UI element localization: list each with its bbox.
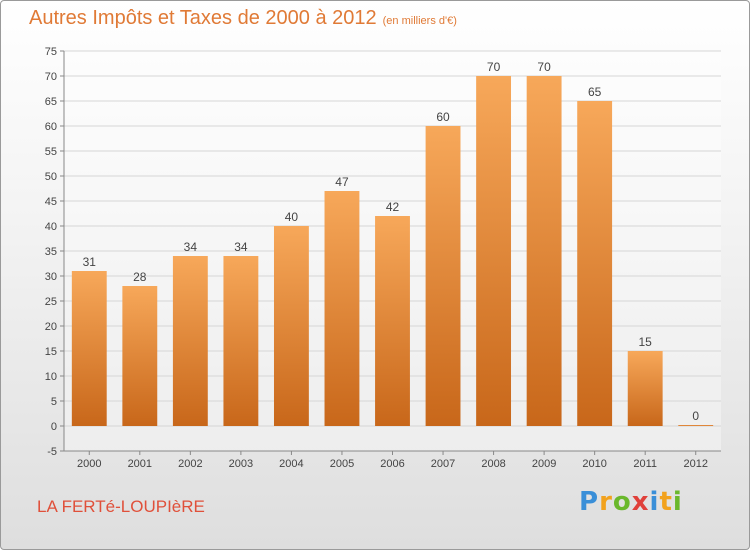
data-label: 28 [133, 270, 147, 284]
bar [122, 286, 158, 426]
y-tick-label: 40 [45, 221, 57, 233]
data-label: 60 [436, 110, 450, 124]
logo-letter: i [649, 487, 660, 517]
chart-title: Autres Impôts et Taxes de 2000 à 2012 (en… [29, 7, 457, 30]
bar [273, 226, 309, 426]
y-tick-label: 45 [45, 196, 57, 208]
y-tick-label: 5 [51, 396, 57, 408]
y-tick-label: 75 [45, 46, 57, 58]
bar [577, 101, 613, 426]
proxiti-logo: Proxiti [579, 487, 683, 517]
x-tick-label: 2008 [481, 458, 505, 470]
data-label: 70 [487, 60, 501, 74]
y-tick-label: 70 [45, 71, 57, 83]
y-tick-label: 50 [45, 171, 57, 183]
logo-letter: i [672, 487, 683, 517]
logo-letter: P [579, 487, 600, 517]
y-tick-label: 15 [45, 346, 57, 358]
y-tick-label: 20 [45, 321, 57, 333]
bar [476, 76, 512, 426]
data-label: 40 [285, 210, 299, 224]
y-tick-label: 10 [45, 371, 57, 383]
x-tick-label: 2011 [633, 458, 657, 470]
x-tick-label: 2000 [77, 458, 101, 470]
x-tick-label: 2006 [380, 458, 404, 470]
y-tick-label: 60 [45, 121, 57, 133]
data-label: 65 [588, 85, 602, 99]
x-tick-label: 2001 [128, 458, 152, 470]
y-tick-label: 0 [51, 421, 57, 433]
y-tick-label: 35 [45, 246, 57, 258]
bar [223, 256, 259, 426]
x-tick-label: 2005 [330, 458, 354, 470]
logo-letter: o [612, 487, 632, 517]
y-tick-label: 65 [45, 96, 57, 108]
data-label: 31 [83, 255, 97, 269]
y-tick-label: 25 [45, 296, 57, 308]
data-label: 42 [386, 200, 400, 214]
y-tick-label: 55 [45, 146, 57, 158]
bar [172, 256, 208, 426]
y-tick-label: -5 [47, 446, 57, 458]
logo-letter: t [659, 487, 673, 517]
data-label: 70 [537, 60, 551, 74]
commune-name: LA FERTé-LOUPIèRE [37, 497, 205, 516]
bar [526, 76, 562, 426]
logo-letter: r [599, 487, 613, 517]
data-label: 47 [335, 175, 349, 189]
bar [375, 216, 410, 426]
data-label: 34 [234, 240, 248, 254]
bar [425, 126, 461, 426]
bar [627, 351, 663, 426]
logo-letter: x [631, 487, 650, 517]
bar [678, 425, 714, 426]
x-tick-label: 2010 [582, 458, 606, 470]
x-tick-label: 2003 [229, 458, 253, 470]
data-label: 15 [639, 335, 653, 349]
bar [324, 191, 360, 426]
x-tick-label: 2004 [279, 458, 303, 470]
x-tick-label: 2009 [532, 458, 556, 470]
bar [71, 271, 107, 426]
x-tick-label: 2007 [431, 458, 455, 470]
data-label: 34 [184, 240, 198, 254]
y-tick-label: 30 [45, 271, 57, 283]
chart-title-text: Autres Impôts et Taxes de 2000 à 2012 [29, 7, 377, 29]
x-tick-label: 2012 [683, 458, 707, 470]
data-label: 0 [692, 409, 699, 423]
chart-subtitle: (en milliers d'€) [382, 15, 457, 27]
x-tick-label: 2002 [178, 458, 202, 470]
